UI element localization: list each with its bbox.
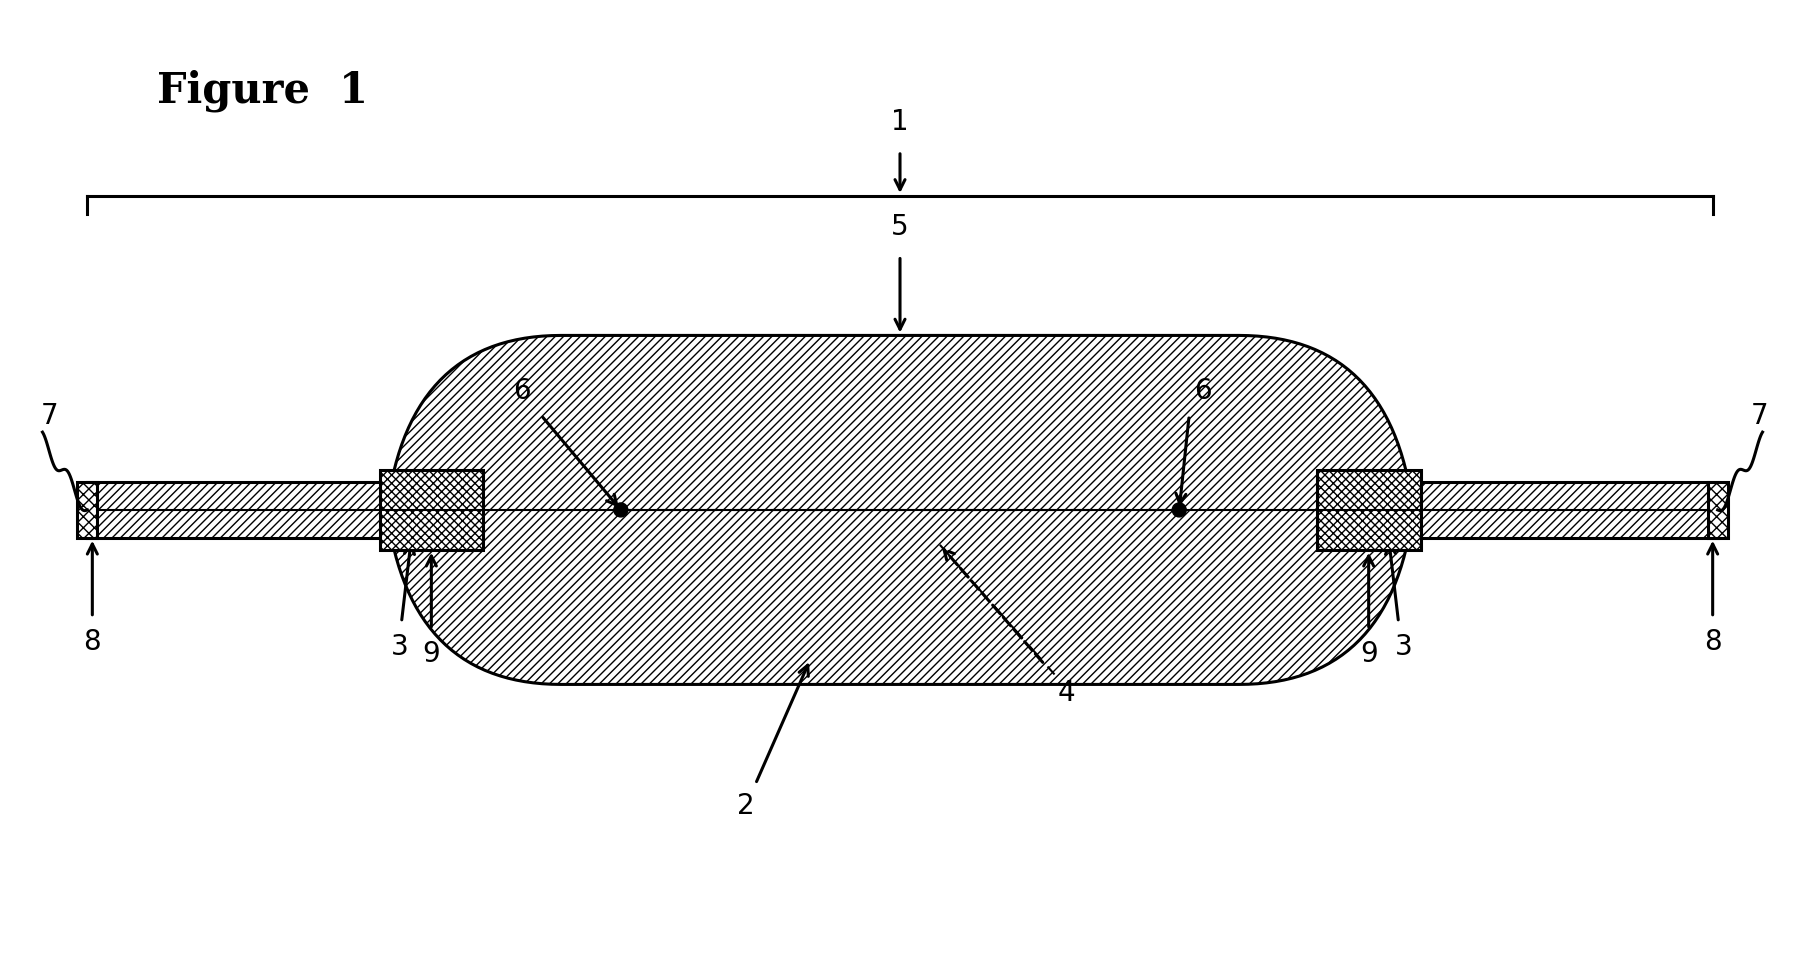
Text: 9: 9 xyxy=(1360,640,1378,668)
Text: 7: 7 xyxy=(1750,402,1768,430)
Bar xyxy=(1317,470,1420,550)
Text: 2: 2 xyxy=(736,792,754,820)
Text: 5: 5 xyxy=(891,213,909,241)
Text: 9: 9 xyxy=(422,640,440,668)
Text: 8: 8 xyxy=(1703,627,1721,655)
Text: 1: 1 xyxy=(891,108,909,136)
Text: 6: 6 xyxy=(514,378,530,406)
Bar xyxy=(1409,482,1717,538)
Polygon shape xyxy=(391,336,1409,684)
Circle shape xyxy=(1173,503,1187,517)
Bar xyxy=(1708,482,1728,538)
Text: 8: 8 xyxy=(83,627,101,655)
Bar xyxy=(379,470,483,550)
Text: 3: 3 xyxy=(391,632,408,660)
Bar xyxy=(78,482,97,538)
Text: Figure  1: Figure 1 xyxy=(157,69,368,111)
Text: 6: 6 xyxy=(1194,378,1212,406)
Text: 7: 7 xyxy=(41,402,58,430)
Text: 4: 4 xyxy=(1057,680,1075,708)
Text: 3: 3 xyxy=(1394,632,1413,660)
Bar xyxy=(87,482,391,538)
Circle shape xyxy=(613,503,628,517)
